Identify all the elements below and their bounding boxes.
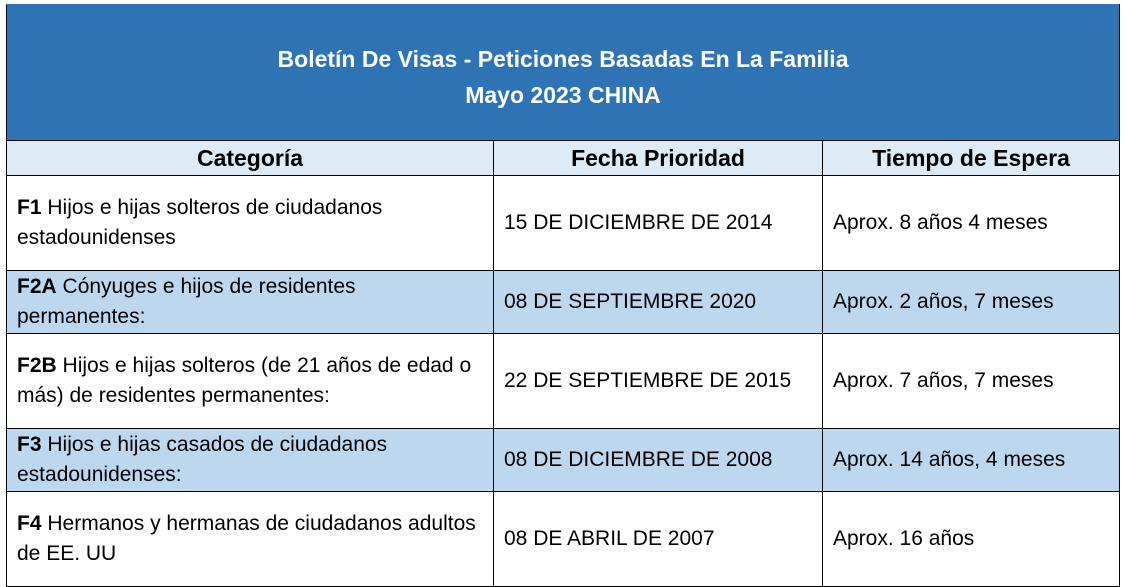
visa-bulletin-table: Boletín De Visas - Peticiones Basadas En… bbox=[5, 4, 1121, 587]
header-categoria: Categoría bbox=[6, 140, 494, 176]
category-code: F1 bbox=[17, 196, 42, 219]
category-cell: F2A Cónyuges e hijos de residentes perma… bbox=[6, 270, 494, 334]
table-row: F1 Hijos e hijas solteros de ciudadanos … bbox=[6, 175, 1121, 271]
category-desc: Hijos e hijas solteros (de 21 años de ed… bbox=[17, 354, 472, 407]
priority-date-cell: 08 DE DICIEMBRE DE 2008 bbox=[493, 428, 823, 492]
wait-time-cell: Aprox. 8 años 4 meses bbox=[821, 175, 1121, 271]
title-line-2: Mayo 2023 CHINA bbox=[465, 81, 661, 108]
wait-time-cell: Aprox. 16 años bbox=[821, 491, 1121, 587]
table-row: F4 Hermanos y hermanas de ciudadanos adu… bbox=[6, 491, 1121, 587]
table-row: F2B Hijos e hijas solteros (de 21 años d… bbox=[6, 333, 1121, 429]
header-fecha-prioridad: Fecha Prioridad bbox=[493, 140, 823, 176]
title-line-1: Boletín De Visas - Peticiones Basadas En… bbox=[277, 45, 849, 72]
category-code: F2B bbox=[17, 354, 57, 377]
title-row: Boletín De Visas - Peticiones Basadas En… bbox=[5, 4, 1121, 141]
category-desc: Hermanos y hermanas de ciudadanos adulto… bbox=[17, 512, 476, 565]
wait-time-cell: Aprox. 2 años, 7 meses bbox=[821, 270, 1121, 334]
priority-date-cell: 22 DE SEPTIEMBRE DE 2015 bbox=[493, 333, 823, 429]
category-cell: F2B Hijos e hijas solteros (de 21 años d… bbox=[6, 333, 494, 429]
header-tiempo-espera: Tiempo de Espera bbox=[821, 140, 1121, 176]
category-code: F3 bbox=[17, 433, 42, 456]
priority-date-cell: 08 DE ABRIL DE 2007 bbox=[493, 491, 823, 587]
category-desc: Hijos e hijas solteros de ciudadanos est… bbox=[17, 196, 383, 249]
wait-time-cell: Aprox. 7 años, 7 meses bbox=[821, 333, 1121, 429]
category-cell: F3 Hijos e hijas casados de ciudadanos e… bbox=[6, 428, 494, 492]
category-desc: Cónyuges e hijos de residentes permanent… bbox=[17, 275, 356, 328]
category-cell: F4 Hermanos y hermanas de ciudadanos adu… bbox=[6, 491, 494, 587]
table-row: F2A Cónyuges e hijos de residentes perma… bbox=[6, 270, 1121, 334]
wait-time-cell: Aprox. 14 años, 4 meses bbox=[821, 428, 1121, 492]
category-cell: F1 Hijos e hijas solteros de ciudadanos … bbox=[6, 175, 494, 271]
priority-date-cell: 15 DE DICIEMBRE DE 2014 bbox=[493, 175, 823, 271]
table-row: F3 Hijos e hijas casados de ciudadanos e… bbox=[6, 428, 1121, 492]
category-code: F4 bbox=[17, 512, 42, 535]
table-title: Boletín De Visas - Peticiones Basadas En… bbox=[5, 4, 1121, 141]
priority-date-cell: 08 DE SEPTIEMBRE 2020 bbox=[493, 270, 823, 334]
category-desc: Hijos e hijas casados de ciudadanos esta… bbox=[17, 433, 388, 486]
header-row: Categoría Fecha Prioridad Tiempo de Espe… bbox=[6, 140, 1121, 176]
category-code: F2A bbox=[17, 275, 57, 298]
